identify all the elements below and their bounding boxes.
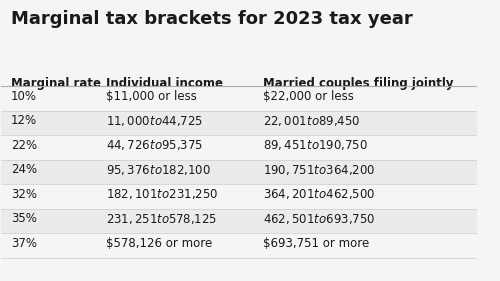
Text: 37%: 37% [11, 237, 37, 250]
Text: Marginal rate: Marginal rate [11, 76, 101, 90]
Text: $182,101 to $231,250: $182,101 to $231,250 [106, 187, 218, 201]
Text: 10%: 10% [11, 90, 37, 103]
Bar [2, 184, 476, 209]
Text: $462,501 to $693,750: $462,501 to $693,750 [263, 212, 375, 226]
Bar [2, 135, 476, 160]
Bar [2, 209, 476, 233]
Text: 32%: 32% [11, 188, 37, 201]
Text: Married couples filing jointly: Married couples filing jointly [263, 76, 454, 90]
Text: $693,751 or more: $693,751 or more [263, 237, 369, 250]
Text: $95,376 to $182,100: $95,376 to $182,100 [106, 163, 211, 177]
Text: $11,000 to $44,725: $11,000 to $44,725 [106, 114, 203, 128]
Bar [2, 160, 476, 184]
Text: 22%: 22% [11, 139, 37, 152]
Text: $22,000 or less: $22,000 or less [263, 90, 354, 103]
Text: $44,726 to $95,375: $44,726 to $95,375 [106, 138, 203, 152]
Text: $231,251 to $578,125: $231,251 to $578,125 [106, 212, 217, 226]
Bar [2, 86, 476, 111]
Text: 35%: 35% [11, 212, 37, 225]
Text: Marginal tax brackets for 2023 tax year: Marginal tax brackets for 2023 tax year [11, 10, 412, 28]
Text: $364,201 to $462,500: $364,201 to $462,500 [263, 187, 375, 201]
Text: 12%: 12% [11, 114, 37, 127]
Bar [2, 111, 476, 135]
Text: 24%: 24% [11, 163, 37, 176]
Text: $89,451 to $190,750: $89,451 to $190,750 [263, 138, 368, 152]
Text: $578,126 or more: $578,126 or more [106, 237, 212, 250]
Bar [2, 233, 476, 258]
Text: $190,751 to $364,200: $190,751 to $364,200 [263, 163, 375, 177]
Text: Individual income: Individual income [106, 76, 223, 90]
Text: $11,000 or less: $11,000 or less [106, 90, 197, 103]
Text: $22,001 to $89,450: $22,001 to $89,450 [263, 114, 360, 128]
